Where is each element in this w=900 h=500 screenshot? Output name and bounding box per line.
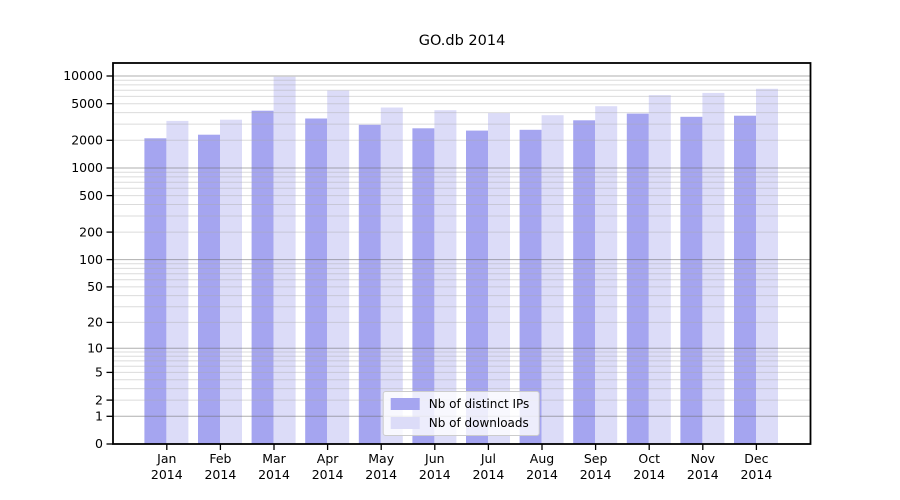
legend-item-downloads: Nb of downloads	[390, 416, 530, 430]
bar-nb-of-distinct-ips-may	[358, 124, 381, 445]
bar-nb-of-downloads-dec	[756, 88, 778, 445]
y-tick-label: 200	[79, 224, 103, 239]
x-tick-label-month: Jan	[156, 451, 176, 466]
y-tick-label: 10000	[63, 68, 103, 83]
y-tick-label: 0	[95, 436, 103, 451]
y-tick-label: 20	[87, 315, 103, 330]
y-tick-label: 1	[95, 409, 103, 424]
bar-nb-of-downloads-nov	[702, 92, 725, 445]
bar-nb-of-distinct-ips-feb	[198, 134, 220, 444]
legend-swatch-distinct-ips	[390, 398, 420, 410]
y-tick-label: 100	[79, 252, 103, 267]
bar-nb-of-distinct-ips-apr	[305, 118, 328, 444]
bar-nb-of-distinct-ips-mar	[251, 110, 274, 444]
bar-nb-of-distinct-ips-sep	[573, 120, 596, 445]
y-tick-label: 50	[87, 279, 103, 294]
legend: Nb of distinct IPs Nb of downloads	[382, 391, 540, 436]
bar-nb-of-downloads-oct	[648, 95, 671, 444]
bar-nb-of-downloads-apr	[327, 90, 350, 444]
y-tick-label: 2	[95, 392, 103, 407]
x-tick-label-year: 2014	[204, 467, 236, 482]
bar-nb-of-downloads-mar	[273, 76, 296, 445]
bar-nb-of-distinct-ips-jul	[466, 130, 488, 444]
axes-frame	[112, 62, 812, 445]
y-tick-label: 5	[95, 365, 103, 380]
legend-swatch-downloads	[390, 417, 420, 429]
bar-nb-of-distinct-ips-oct	[626, 113, 649, 444]
x-tick-label-year: 2014	[365, 467, 397, 482]
bar-nb-of-downloads-aug	[541, 115, 564, 444]
x-tick-label-month: Feb	[209, 451, 231, 466]
x-tick-label-month: Jun	[424, 451, 445, 466]
x-tick-label-month: Jul	[480, 451, 496, 466]
bar-nb-of-downloads-may	[380, 107, 403, 444]
x-tick-label-month: Aug	[530, 451, 554, 466]
y-tick-label: 2000	[71, 133, 103, 148]
x-tick-label-year: 2014	[472, 467, 504, 482]
x-tick-label-year: 2014	[687, 467, 719, 482]
bar-nb-of-downloads-feb	[220, 119, 242, 444]
bar-nb-of-downloads-jan	[166, 120, 189, 445]
x-tick-label-month: Dec	[744, 451, 768, 466]
bar-nb-of-distinct-ips-nov	[680, 116, 703, 445]
x-tick-label-year: 2014	[258, 467, 290, 482]
x-tick-label-year: 2014	[580, 467, 612, 482]
x-tick-label-month: Oct	[638, 451, 660, 466]
bar-nb-of-downloads-jun	[434, 110, 457, 444]
x-tick-label-year: 2014	[740, 467, 772, 482]
y-tick-label: 500	[79, 188, 103, 203]
bar-nb-of-distinct-ips-dec	[734, 115, 756, 444]
x-tick-label-year: 2014	[312, 467, 344, 482]
bar-nb-of-distinct-ips-jan	[144, 138, 167, 445]
y-tick-label: 5000	[71, 96, 103, 111]
x-tick-label-year: 2014	[151, 467, 183, 482]
y-tick-label: 10	[87, 340, 103, 355]
bar-nb-of-downloads-jul	[488, 113, 510, 444]
legend-label-distinct-ips: Nb of distinct IPs	[428, 397, 530, 411]
x-tick-label-month: Apr	[317, 451, 339, 466]
x-tick-label-month: Nov	[691, 451, 716, 466]
bar-nb-of-distinct-ips-jun	[412, 128, 435, 445]
y-tick-label: 1000	[71, 160, 103, 175]
x-tick-label-month: Mar	[262, 451, 286, 466]
legend-label-downloads: Nb of downloads	[428, 416, 529, 430]
x-tick-label-month: May	[368, 451, 394, 466]
x-tick-label-month: Sep	[584, 451, 608, 466]
x-tick-label-year: 2014	[633, 467, 665, 482]
bar-nb-of-downloads-sep	[595, 106, 618, 444]
bar-nb-of-distinct-ips-aug	[519, 129, 542, 445]
chart-title: GO.db 2014	[418, 33, 506, 49]
x-tick-label-year: 2014	[526, 467, 558, 482]
legend-item-distinct-ips: Nb of distinct IPs	[390, 397, 530, 411]
x-tick-label-year: 2014	[419, 467, 451, 482]
